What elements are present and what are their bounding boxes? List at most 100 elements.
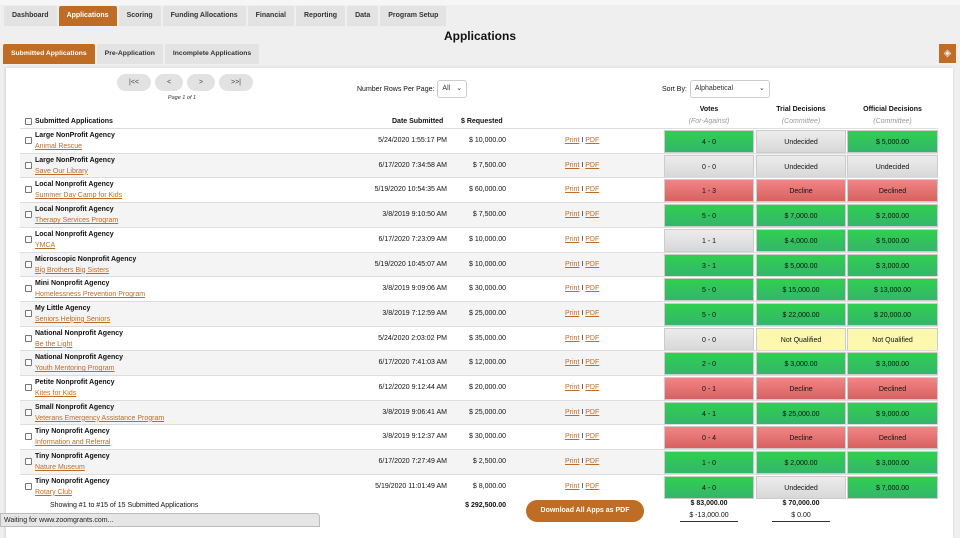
- row-checkbox[interactable]: [25, 235, 32, 243]
- official-decision-cell[interactable]: Undecided: [847, 154, 938, 178]
- pdf-link[interactable]: PDF: [585, 186, 600, 194]
- trial-decision-cell[interactable]: $ 5,000.00: [756, 253, 846, 277]
- tab-dashboard[interactable]: Dashboard: [4, 6, 57, 26]
- print-link[interactable]: Print: [565, 359, 580, 367]
- votes-cell[interactable]: 1 - 3: [664, 179, 754, 203]
- pdf-link[interactable]: PDF: [585, 359, 600, 367]
- trial-decision-cell[interactable]: $ 4,000.00: [756, 228, 846, 252]
- votes-cell[interactable]: 4 - 0: [664, 475, 754, 499]
- pdf-link[interactable]: PDF: [585, 309, 600, 317]
- official-decision-cell[interactable]: $ 5,000.00: [847, 228, 938, 252]
- program-link[interactable]: Be the Light: [35, 340, 73, 348]
- votes-cell[interactable]: 0 - 1: [664, 377, 754, 400]
- print-link[interactable]: Print: [565, 211, 580, 219]
- row-checkbox[interactable]: [25, 137, 32, 144]
- print-link[interactable]: Print: [565, 482, 580, 490]
- row-checkbox[interactable]: [25, 309, 32, 317]
- tab-reporting[interactable]: Reporting: [296, 6, 346, 26]
- row-checkbox[interactable]: [25, 408, 32, 416]
- row-checkbox[interactable]: [25, 211, 32, 219]
- official-decision-cell[interactable]: $ 20,000.00: [847, 302, 938, 326]
- print-link[interactable]: Print: [565, 433, 580, 441]
- program-link[interactable]: Kites for Kids: [35, 390, 77, 397]
- pdf-link[interactable]: PDF: [585, 285, 600, 293]
- program-link[interactable]: Save Our Library: [35, 167, 88, 175]
- row-checkbox[interactable]: [25, 260, 32, 268]
- official-decision-cell[interactable]: $ 9,000.00: [847, 401, 938, 425]
- votes-cell[interactable]: 5 - 0: [664, 204, 754, 228]
- row-checkbox[interactable]: [25, 458, 32, 466]
- print-link[interactable]: Print: [565, 137, 580, 144]
- votes-cell[interactable]: 1 - 0: [664, 451, 754, 475]
- trial-decision-cell[interactable]: $ 22,000.00: [756, 302, 846, 326]
- program-link[interactable]: Therapy Services Program: [35, 217, 119, 225]
- pdf-link[interactable]: PDF: [585, 260, 600, 268]
- pdf-link[interactable]: PDF: [585, 235, 600, 243]
- sort-by-select[interactable]: Alphabetical ⌄: [689, 80, 770, 98]
- trial-decision-cell[interactable]: Decline: [756, 426, 846, 450]
- tab-scoring[interactable]: Scoring: [118, 6, 161, 26]
- select-all-checkbox[interactable]: [25, 118, 32, 125]
- pdf-link[interactable]: PDF: [585, 137, 600, 144]
- trial-decision-cell[interactable]: Not Qualified: [756, 327, 846, 351]
- program-link[interactable]: Homelessness Prevention Program: [35, 291, 146, 299]
- next-page-button[interactable]: >: [187, 74, 215, 91]
- trial-decision-cell[interactable]: $ 2,000.00: [756, 451, 846, 475]
- official-decision-cell[interactable]: $ 5,000.00: [847, 130, 938, 153]
- trial-decision-cell[interactable]: Decline: [756, 377, 846, 400]
- program-link[interactable]: Youth Mentoring Program: [35, 365, 115, 373]
- print-link[interactable]: Print: [565, 309, 580, 317]
- subtab-pre-application[interactable]: Pre-Application: [96, 44, 163, 64]
- print-link[interactable]: Print: [565, 458, 580, 466]
- official-decision-cell[interactable]: $ 3,000.00: [847, 253, 938, 277]
- votes-cell[interactable]: 2 - 0: [664, 352, 754, 376]
- votes-cell[interactable]: 4 - 0: [664, 130, 754, 153]
- official-decision-cell[interactable]: $ 7,000.00: [847, 475, 938, 499]
- print-link[interactable]: Print: [565, 384, 580, 391]
- official-decision-cell[interactable]: Not Qualified: [847, 327, 938, 351]
- trial-decision-cell[interactable]: Decline: [756, 179, 846, 203]
- lightbulb-icon[interactable]: ◈: [939, 44, 956, 63]
- votes-cell[interactable]: 5 - 0: [664, 278, 754, 302]
- program-link[interactable]: Animal Rescue: [35, 143, 83, 150]
- print-link[interactable]: Print: [565, 161, 580, 169]
- tab-data[interactable]: Data: [347, 6, 379, 26]
- votes-cell[interactable]: 4 - 1: [664, 401, 754, 425]
- program-link[interactable]: Veterans Emergency Assistance Program: [35, 414, 165, 422]
- last-page-button[interactable]: >>|: [219, 74, 253, 91]
- program-link[interactable]: YMCA: [35, 241, 56, 249]
- trial-decision-cell[interactable]: Undecided: [756, 475, 846, 499]
- trial-decision-cell[interactable]: $ 15,000.00: [756, 278, 846, 302]
- official-decision-cell[interactable]: $ 3,000.00: [847, 352, 938, 376]
- print-link[interactable]: Print: [565, 186, 580, 194]
- tab-funding-allocations[interactable]: Funding Allocations: [162, 6, 246, 26]
- program-link[interactable]: Rotary Club: [35, 488, 72, 496]
- pdf-link[interactable]: PDF: [585, 433, 600, 441]
- trial-decision-cell[interactable]: $ 3,000.00: [756, 352, 846, 376]
- votes-cell[interactable]: 5 - 0: [664, 302, 754, 326]
- tab-applications[interactable]: Applications: [58, 6, 117, 26]
- program-link[interactable]: Summer Day Camp for Kids: [35, 192, 123, 200]
- row-checkbox[interactable]: [25, 186, 32, 194]
- official-decision-cell[interactable]: $ 13,000.00: [847, 278, 938, 302]
- print-link[interactable]: Print: [565, 285, 580, 293]
- trial-decision-cell[interactable]: Undecided: [756, 130, 846, 153]
- official-decision-cell[interactable]: $ 2,000.00: [847, 204, 938, 228]
- row-checkbox[interactable]: [25, 359, 32, 367]
- official-decision-cell[interactable]: Declined: [847, 179, 938, 203]
- trial-decision-cell[interactable]: $ 7,000.00: [756, 204, 846, 228]
- votes-cell[interactable]: 0 - 0: [664, 154, 754, 178]
- row-checkbox[interactable]: [25, 433, 32, 441]
- first-page-button[interactable]: |<<: [117, 74, 151, 91]
- print-link[interactable]: Print: [565, 408, 580, 416]
- print-link[interactable]: Print: [565, 260, 580, 268]
- row-checkbox[interactable]: [25, 161, 32, 169]
- subtab-incomplete-applications[interactable]: Incomplete Applications: [164, 44, 260, 64]
- official-decision-cell[interactable]: $ 3,000.00: [847, 451, 938, 475]
- votes-cell[interactable]: 0 - 0: [664, 327, 754, 351]
- tab-financial[interactable]: Financial: [247, 6, 294, 26]
- official-decision-cell[interactable]: Declined: [847, 377, 938, 400]
- print-link[interactable]: Print: [565, 235, 580, 243]
- program-link[interactable]: Nature Museum: [35, 464, 85, 472]
- votes-cell[interactable]: 3 - 1: [664, 253, 754, 277]
